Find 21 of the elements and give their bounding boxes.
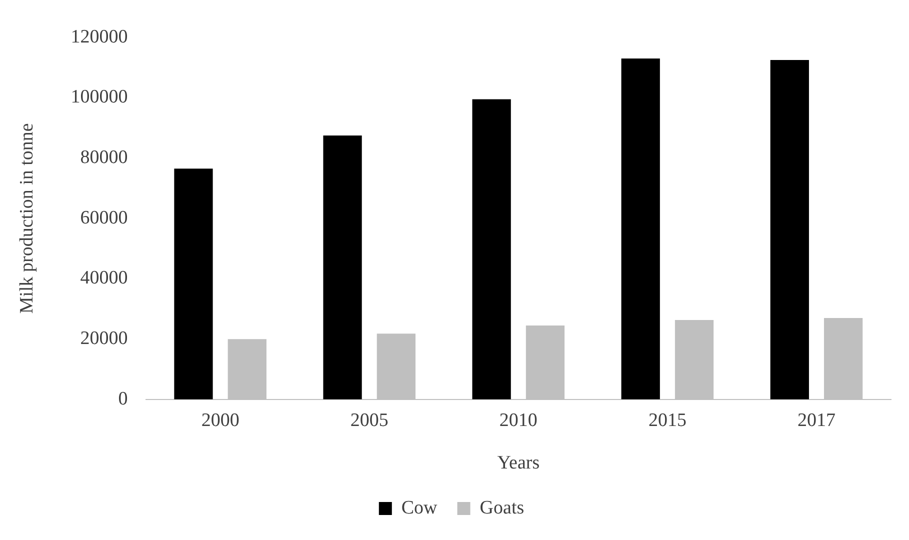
- x-tick-label: 2017: [797, 410, 836, 431]
- bar: [621, 58, 660, 400]
- x-tick-label: 2010: [499, 410, 538, 431]
- y-tick-label: 0: [118, 388, 128, 410]
- y-tick-label: 40000: [80, 268, 128, 289]
- bar: [323, 135, 362, 400]
- y-axis-title: Milk production in tonne: [16, 123, 38, 314]
- x-tick-label: 2005: [350, 410, 388, 431]
- y-tick-label: 80000: [80, 147, 128, 168]
- x-axis-title: Years: [497, 452, 540, 474]
- y-tick-label: 100000: [70, 86, 128, 108]
- bar: [174, 168, 213, 400]
- x-tick-label: 2015: [648, 410, 686, 431]
- legend-label: Goats: [480, 497, 524, 518]
- y-tick-label: 120000: [70, 26, 128, 48]
- y-tick-label: 60000: [80, 207, 128, 228]
- bar: [472, 99, 511, 400]
- y-tick-label: 20000: [80, 328, 128, 350]
- legend-label: Cow: [401, 497, 438, 518]
- bar: [770, 60, 809, 400]
- x-tick-label: 2000: [201, 410, 240, 431]
